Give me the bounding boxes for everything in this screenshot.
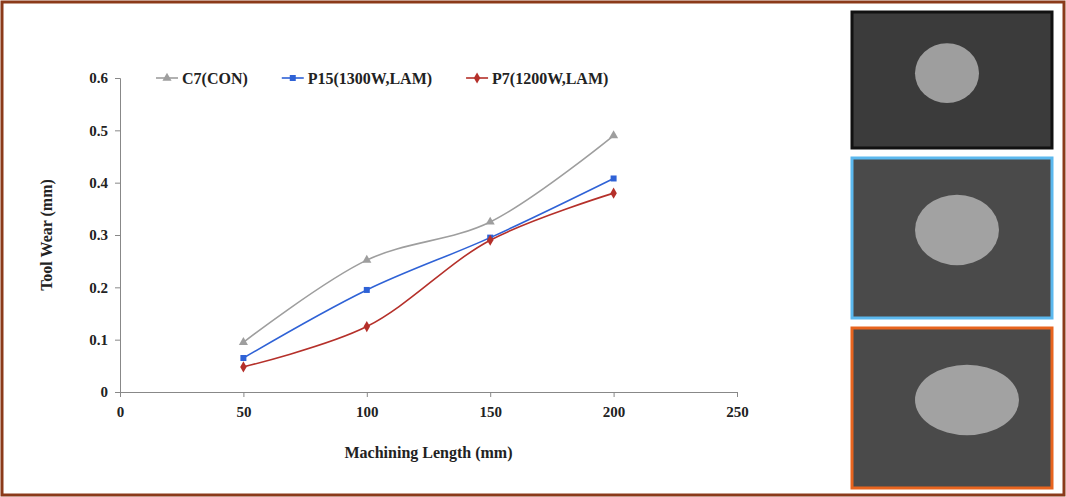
x-tick: 150 <box>479 392 502 420</box>
series-line <box>243 178 613 358</box>
x-axis-title: Machining Length (mm) <box>345 444 513 462</box>
series-marker <box>610 188 616 199</box>
y-tick-mark <box>115 78 120 79</box>
wear-zone <box>915 195 999 265</box>
y-tick-label: 0.4 <box>89 175 108 191</box>
y-tick-mark <box>115 130 120 131</box>
y-tick: 0.6 <box>89 70 120 86</box>
y-axis-title: Tool Wear (mm) <box>38 179 56 291</box>
legend-label: C7(CON) <box>182 70 248 88</box>
x-tick-mark <box>614 392 615 397</box>
y-tick-label: 0.2 <box>89 280 108 296</box>
tool-photo <box>852 12 1052 148</box>
y-tick: 0.5 <box>89 123 120 139</box>
series-marker <box>364 321 370 332</box>
y-tick: 0.2 <box>89 280 120 296</box>
x-tick-label: 150 <box>479 404 502 420</box>
x-tick-label: 200 <box>603 404 626 420</box>
series-marker <box>609 130 618 138</box>
x-tick: 0 <box>117 392 125 420</box>
photo-frame <box>852 328 1052 488</box>
legend-entry: P15(1300W,LAM) <box>282 70 432 88</box>
x-axis-line <box>121 393 738 398</box>
wear-zone <box>915 43 979 103</box>
legend-marker <box>290 75 296 81</box>
legend-label: P7(1200W,LAM) <box>492 70 608 88</box>
x-tick-label: 0 <box>117 404 125 420</box>
x-tick: 100 <box>356 392 379 420</box>
legend-entry: P7(1200W,LAM) <box>466 70 608 88</box>
x-tick: 50 <box>236 392 251 420</box>
plot-marks <box>239 130 618 372</box>
outer-frame <box>2 2 1064 495</box>
photo-frame <box>852 158 1052 318</box>
series-marker <box>364 287 370 293</box>
y-tick-mark <box>115 287 120 288</box>
x-tick-mark <box>367 392 368 397</box>
legend-marker <box>162 73 171 81</box>
x-tick-mark <box>490 392 491 397</box>
series-marker <box>239 337 248 345</box>
y-tick-label: 0.6 <box>89 70 108 86</box>
y-tick-label: 0 <box>101 384 109 400</box>
y-tick-mark <box>115 183 120 184</box>
x-tick-label: 250 <box>726 404 749 420</box>
wear-zone <box>915 365 1019 435</box>
y-tick-label: 0.3 <box>89 227 108 243</box>
x-axis: 0 50 100 150 200 250 <box>117 392 749 420</box>
series-marker <box>486 217 495 225</box>
y-axis-line <box>115 79 121 393</box>
series-marker <box>362 255 371 263</box>
y-tick-label: 0.1 <box>89 332 108 348</box>
y-axis: 0 0.1 0.2 0.3 0.4 0.5 0.6 <box>89 70 120 400</box>
series-marker <box>611 175 617 181</box>
y-tick: 0.1 <box>89 332 120 348</box>
tool-photo <box>852 158 1052 318</box>
photo-frame <box>852 12 1052 148</box>
legend-marker <box>474 72 480 83</box>
legend: C7(CON) P15(1300W,LAM) P7(1200W,LAM) <box>156 70 608 88</box>
y-tick-mark <box>115 340 120 341</box>
series-marker <box>240 361 246 372</box>
y-tick: 0.3 <box>89 227 120 243</box>
series-line <box>243 193 613 367</box>
tool-photo <box>852 328 1052 488</box>
y-tick: 0 <box>101 384 121 400</box>
x-tick-label: 50 <box>236 404 251 420</box>
legend-label: P15(1300W,LAM) <box>308 70 432 88</box>
series-line <box>243 136 613 343</box>
x-tick: 200 <box>603 392 626 420</box>
x-tick-mark <box>243 392 244 397</box>
chart-root: 0 50 100 150 200 250 0 0.1 0.2 0.3 0.4 0.5 0.6 Machin… <box>0 0 1066 497</box>
y-tick-mark <box>115 392 120 393</box>
y-tick-label: 0.5 <box>89 123 108 139</box>
y-tick-mark <box>115 235 120 236</box>
y-tick: 0.4 <box>89 175 120 191</box>
series-marker <box>240 355 246 361</box>
x-tick: 250 <box>726 392 749 420</box>
x-tick-mark <box>737 392 738 397</box>
x-tick-label: 100 <box>356 404 379 420</box>
legend-entry: C7(CON) <box>156 70 248 88</box>
series-marker <box>487 235 493 246</box>
